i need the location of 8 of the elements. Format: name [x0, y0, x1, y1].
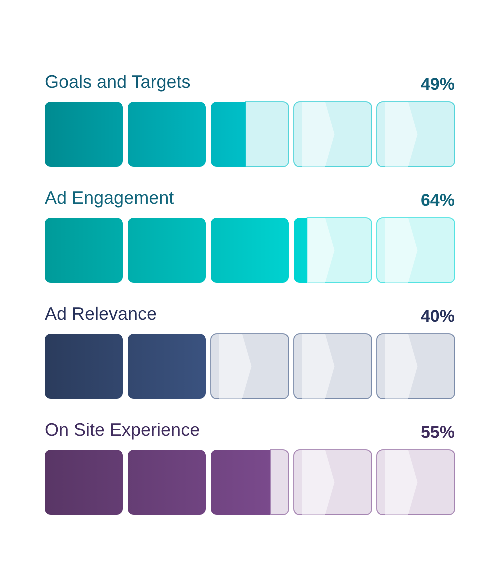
data-label: 64%: [420, 191, 455, 210]
data-label: 40%: [420, 307, 455, 326]
y-tick-label: Goals and Targets: [45, 72, 191, 92]
y-tick-label: Ad Relevance: [45, 304, 158, 324]
data-label: 49%: [420, 75, 455, 94]
y-tick-label: On Site Experience: [45, 420, 200, 440]
data-label: 55%: [420, 423, 455, 442]
y-tick-label: Ad Engagement: [45, 188, 174, 208]
